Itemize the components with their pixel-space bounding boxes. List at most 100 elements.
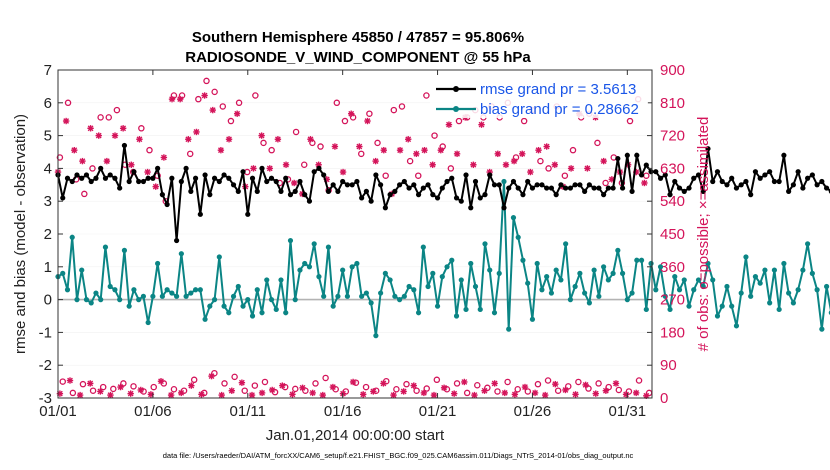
bias-point bbox=[729, 303, 735, 309]
obs-possible-point bbox=[113, 106, 121, 114]
y-right-axis-label: # of obs: o=possible; ×=assimilated bbox=[695, 117, 712, 352]
obs-assimilated-point bbox=[209, 106, 216, 114]
bias-point bbox=[420, 244, 426, 250]
obs-count-markers bbox=[54, 77, 653, 400]
bias-point bbox=[439, 274, 445, 280]
obs-assimilated-point bbox=[602, 387, 610, 394]
rmse-point bbox=[425, 182, 431, 188]
rmse-point bbox=[259, 165, 265, 171]
obs-assimilated-point bbox=[521, 383, 529, 391]
rmse-point bbox=[681, 188, 687, 194]
obs-possible-point bbox=[195, 95, 202, 103]
obs-possible-point bbox=[514, 386, 521, 393]
rmse-point bbox=[591, 185, 597, 191]
obs-assimilated-point bbox=[290, 179, 298, 187]
rmse-point bbox=[363, 188, 369, 194]
obs-assimilated-point bbox=[201, 92, 208, 99]
rmse-point bbox=[264, 178, 270, 185]
obs-possible-point bbox=[260, 139, 267, 147]
bias-point bbox=[809, 270, 815, 276]
rmse-point bbox=[662, 172, 668, 178]
bias-point bbox=[406, 283, 412, 290]
obs-possible-point bbox=[569, 146, 577, 154]
bias-point bbox=[297, 267, 303, 273]
bias-point bbox=[619, 270, 626, 276]
obs-possible-point bbox=[235, 99, 243, 107]
rmse-point bbox=[487, 172, 493, 178]
bias-point bbox=[743, 254, 749, 260]
rmse-series bbox=[55, 142, 830, 244]
bias-point bbox=[287, 237, 294, 244]
obs-possible-point bbox=[186, 150, 194, 158]
rmse-point bbox=[634, 152, 640, 158]
rmse-point bbox=[79, 175, 85, 181]
rmse-point bbox=[340, 178, 346, 185]
obs-assimilated-point bbox=[582, 381, 589, 389]
obs-possible-point bbox=[463, 389, 471, 397]
obs-possible-point bbox=[69, 389, 77, 397]
bias-point bbox=[605, 277, 611, 283]
obs-assimilated-point bbox=[119, 125, 127, 132]
bias-point bbox=[800, 267, 806, 273]
bias-point bbox=[226, 310, 232, 316]
rmse-point bbox=[245, 211, 251, 217]
bias-point bbox=[164, 287, 170, 293]
rmse-point bbox=[567, 185, 573, 191]
obs-possible-point bbox=[231, 373, 238, 381]
obs-possible-point bbox=[300, 161, 308, 169]
bias-point bbox=[121, 247, 128, 253]
obs-assimilated-point bbox=[188, 382, 195, 389]
obs-possible-point bbox=[390, 106, 398, 114]
bias-point bbox=[624, 297, 630, 303]
rmse-point bbox=[458, 198, 464, 204]
obs-assimilated-point bbox=[79, 157, 86, 165]
rmse-point bbox=[306, 198, 313, 204]
rmse-point bbox=[297, 178, 303, 185]
obs-assimilated-point bbox=[380, 380, 387, 387]
bias-point bbox=[501, 178, 507, 185]
bias-point bbox=[714, 313, 721, 319]
rmse-point bbox=[359, 195, 365, 201]
bias-point bbox=[525, 280, 531, 286]
obs-assimilated-point bbox=[103, 157, 111, 165]
rmse-point bbox=[373, 172, 379, 178]
bias-point bbox=[183, 293, 189, 299]
bias-point bbox=[662, 293, 668, 299]
obs-possible-point bbox=[423, 385, 430, 392]
y-right-tick-label: 0 bbox=[660, 390, 668, 407]
rmse-point bbox=[268, 175, 275, 181]
bias-point bbox=[767, 300, 773, 306]
bias-point bbox=[667, 306, 673, 313]
y-right-tick-label: 810 bbox=[660, 95, 685, 112]
footer-data-file: data file: /Users/raeder/DAI/ATM_forcXX/… bbox=[163, 451, 634, 460]
y-left-axis-ticks: -3 -2 -1 0 1 2 3 4 5 6 7 bbox=[39, 62, 63, 407]
rmse-point bbox=[344, 182, 351, 188]
obs-assimilated-point bbox=[97, 388, 104, 395]
x-axis-label: Jan.01,2014 00:00:00 start bbox=[266, 427, 445, 444]
obs-possible-point bbox=[341, 117, 349, 125]
bias-point bbox=[695, 277, 702, 283]
bias-point bbox=[316, 274, 322, 280]
rmse-point bbox=[752, 169, 759, 175]
y-left-tick-label: 4 bbox=[44, 160, 52, 177]
obs-assimilated-point bbox=[396, 146, 404, 154]
rmse-point bbox=[88, 178, 94, 185]
bias-point bbox=[335, 293, 341, 299]
rmse-point bbox=[287, 192, 294, 198]
rmse-point bbox=[577, 182, 583, 188]
bias-point bbox=[468, 260, 474, 267]
rmse-point bbox=[439, 185, 445, 191]
obs-possible-point bbox=[99, 383, 107, 391]
rmse-point bbox=[596, 185, 602, 191]
obs-assimilated-point bbox=[478, 121, 485, 128]
rmse-point bbox=[178, 178, 184, 185]
obs-possible-point bbox=[537, 157, 544, 165]
obs-possible-point bbox=[615, 386, 623, 394]
rmse-point bbox=[786, 188, 792, 194]
bias-point bbox=[477, 306, 483, 313]
bias-point bbox=[643, 306, 649, 313]
rmse-point bbox=[472, 178, 479, 185]
rmse-point bbox=[729, 175, 735, 181]
obs-possible-point bbox=[494, 388, 501, 395]
